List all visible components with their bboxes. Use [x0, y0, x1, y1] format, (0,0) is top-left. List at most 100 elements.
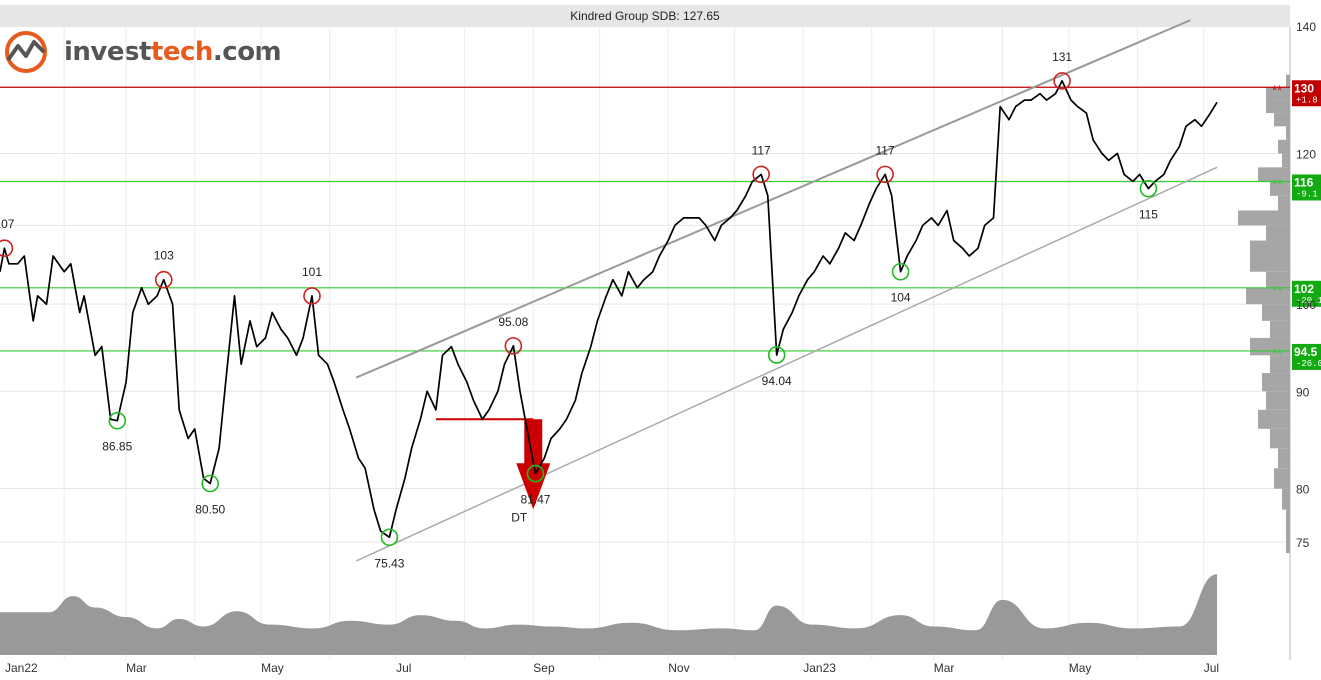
top-marker: [1053, 72, 1071, 90]
volume-profile-bar: [1262, 304, 1290, 321]
top-marker: [0, 239, 14, 258]
volume-profile-bar: [1278, 139, 1290, 154]
volume-profile-bar: [1266, 225, 1290, 241]
bottom-marker: [526, 464, 545, 483]
level-badge: [1292, 80, 1321, 107]
top-marker: [303, 287, 321, 305]
volume-profile-bar: [1266, 271, 1290, 288]
top-label: 117: [876, 143, 895, 157]
volume-profile-bar: [1282, 153, 1290, 168]
grid: [0, 25, 1291, 660]
bottom-marker: [1139, 179, 1158, 198]
channel-upper-line: [355, 19, 1191, 379]
volume-profile-bar: [1250, 240, 1290, 256]
volume-profile-bar: [1286, 509, 1290, 532]
price-series: [0, 80, 1218, 539]
bottom-label: 115: [1139, 208, 1158, 222]
level-change: -26.0: [1296, 359, 1321, 369]
volume-profile-bar: [1238, 210, 1290, 226]
volume-profile-bar: [1274, 468, 1290, 489]
bottom-label: 75.43: [374, 556, 404, 570]
support-resistance-lines: ** 130+1.8 ** 116-9.1 ** 102-20.1 ** 94.5-26.0: [0, 80, 1321, 370]
level-badge: [1292, 343, 1321, 370]
signal-label: DT: [511, 510, 528, 524]
level-change: -9.1: [1296, 189, 1318, 199]
volume-profile-bar: [1246, 287, 1290, 305]
x-tick-label: May: [1069, 661, 1092, 675]
top-label: 95.08: [498, 315, 528, 329]
x-tick-label: Jan22: [5, 661, 38, 675]
x-tick-label: Jul: [396, 661, 411, 675]
bottom-label: 104: [891, 291, 911, 305]
bottom-marker: [891, 262, 910, 281]
volume-profile-bar: [1258, 409, 1290, 429]
bottom-marker: [201, 474, 220, 493]
level-marker: **: [1272, 176, 1282, 191]
bottom-marker: [767, 346, 786, 364]
level-badge: [1292, 174, 1321, 201]
top-marker: [154, 270, 173, 289]
volume-profile-bar: [1282, 488, 1290, 510]
volume-profile-bar: [1278, 195, 1290, 211]
top-label: 101: [302, 265, 322, 279]
y-tick-label: 100: [1296, 298, 1316, 312]
top-marker: [876, 165, 894, 184]
top-label: 107: [0, 217, 15, 231]
y-tick-label: 80: [1296, 483, 1310, 497]
level-value: 116: [1294, 175, 1314, 189]
volume-profile-bar: [1250, 337, 1290, 356]
x-tick-label: May: [261, 661, 284, 675]
volume-profile-bar: [1270, 355, 1290, 374]
investtech-logo-text: investtech.com: [64, 37, 282, 67]
volume-profile-bar: [1286, 126, 1290, 140]
volume-profile-bar: [1286, 74, 1290, 88]
volume-profile-histogram: [1238, 74, 1290, 554]
double-top-signal: DT: [435, 418, 551, 524]
volume-profile-bar: [1270, 181, 1290, 196]
top-label: 117: [752, 143, 771, 157]
bottom-marker: [108, 411, 127, 430]
volume-path: [0, 574, 1217, 655]
top-marker: [752, 165, 770, 184]
investtech-logo: investtech.com: [4, 30, 282, 74]
x-tick-label: Sep: [533, 661, 555, 675]
bottom-label: 86.85: [102, 440, 132, 454]
bottom-label: 81.47: [520, 493, 550, 507]
volume-area: [0, 574, 1217, 655]
bottom-label: 94.04: [762, 374, 792, 388]
volume-profile-bar: [1286, 531, 1290, 554]
x-tick-label: Nov: [668, 661, 689, 675]
price-line: [0, 80, 1218, 539]
level-marker: **: [1272, 346, 1282, 361]
volume-profile-bar: [1266, 87, 1290, 101]
top-marker: [504, 337, 523, 355]
level-value: 94.5: [1294, 345, 1318, 359]
level-value: 130: [1294, 81, 1314, 95]
axes: 75 80 90 100 120 140 Jan22 Mar May Jul Sep Nov Jan23…: [5, 20, 1316, 675]
level-change: +1.8: [1296, 95, 1318, 105]
level-marker: **: [1272, 82, 1282, 97]
y-tick-label: 140: [1296, 20, 1316, 34]
volume-profile-bar: [1250, 255, 1290, 272]
volume-profile-bar: [1278, 448, 1290, 469]
x-tick-label: Mar: [934, 661, 955, 675]
x-tick-label: Jan23: [803, 661, 836, 675]
x-tick-label: Mar: [126, 661, 147, 675]
volume-profile-bar: [1266, 100, 1290, 114]
top-bottom-annotations: 107 86.85 103 80.50 101 75.43 95.08 81.47 117 94.…: [0, 50, 1158, 570]
channel-lower-line: [355, 166, 1218, 562]
y-tick-label: 120: [1296, 147, 1316, 161]
volume-profile-bar: [1262, 373, 1290, 392]
level-marker: **: [1272, 283, 1282, 298]
y-tick-label: 90: [1296, 385, 1310, 399]
x-tick-label: Jul: [1204, 661, 1219, 675]
y-tick-label: 75: [1296, 536, 1310, 550]
level-change: -20.1: [1296, 296, 1321, 306]
investtech-logo-icon: [5, 31, 47, 73]
volume-profile-bar: [1270, 320, 1290, 338]
volume-profile-bar: [1258, 167, 1290, 182]
trend-channel: [355, 19, 1218, 562]
level-badge: [1292, 280, 1321, 307]
volume-profile-bar: [1266, 391, 1290, 410]
